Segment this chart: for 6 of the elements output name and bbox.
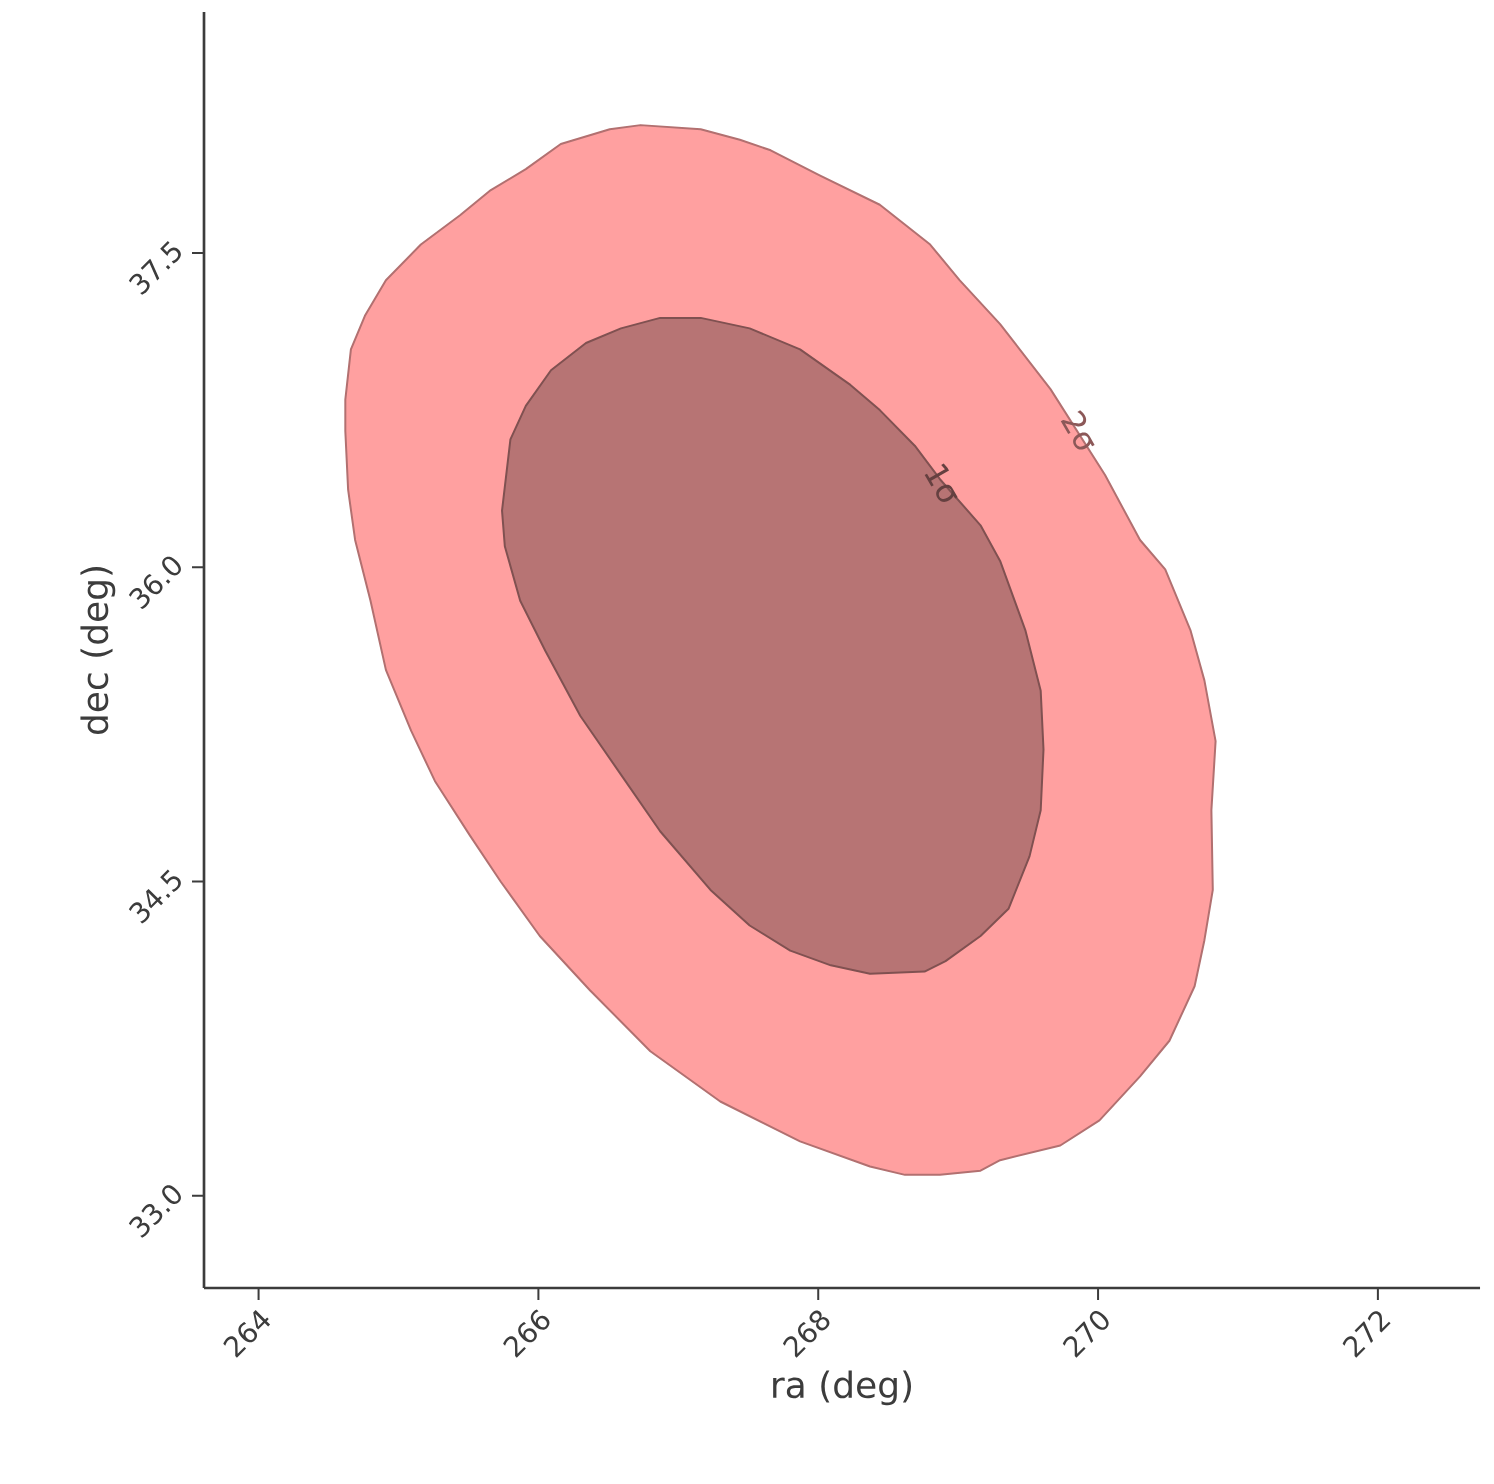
x-tick-label: 272 [1342, 1311, 1391, 1358]
x-axis-title: ra (deg) [773, 1370, 912, 1406]
y-axis-title: dec (deg) [80, 567, 116, 735]
x-tick-label: 270 [1062, 1311, 1109, 1358]
annotation: 1σ [924, 463, 958, 502]
annotation: 2σ [1060, 410, 1095, 450]
